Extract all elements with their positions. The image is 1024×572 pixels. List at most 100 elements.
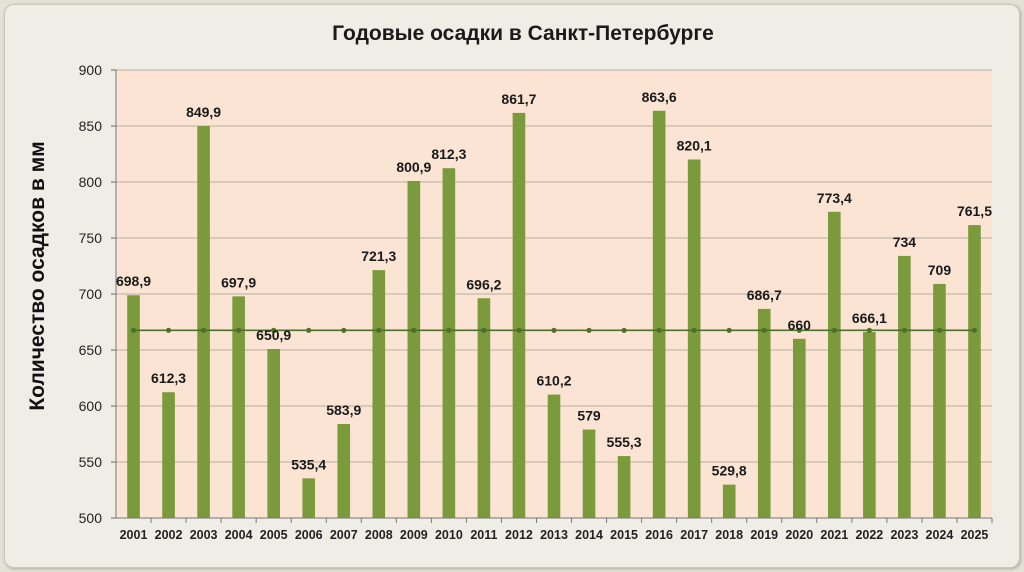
data-label: 863,6: [642, 89, 677, 105]
bar: [828, 211, 841, 519]
bar: [898, 255, 911, 519]
x-tick-label: 2011: [470, 528, 497, 542]
data-label: 696,2: [466, 276, 501, 292]
bar: [442, 168, 456, 518]
bar: [547, 394, 561, 518]
data-label: 555,3: [607, 434, 642, 450]
bar: [372, 270, 386, 518]
data-label: 686,7: [747, 287, 782, 303]
x-tick-label: 2014: [575, 528, 603, 542]
bar: [687, 159, 701, 518]
data-label: 529,8: [712, 463, 747, 479]
chart-title: Годовые осадки в Санкт-Петербурге: [332, 22, 714, 45]
average-marker: [411, 327, 417, 333]
data-label: 761,5: [957, 203, 992, 219]
data-label: 698,9: [116, 273, 151, 289]
x-tick-label: 2009: [400, 528, 428, 542]
average-marker: [901, 327, 908, 333]
x-tick-labels: 2001 2002 2003 2004 2005 2006 2007 2008 2009 2010…: [120, 528, 989, 542]
data-labels: 698,9 612,3 849,9 697,9 650,9 535,4 583,9 721,3…: [116, 89, 992, 479]
bar: [582, 429, 596, 518]
x-tick-label: 2016: [645, 528, 673, 542]
x-tick-label: 2004: [225, 528, 253, 542]
y-tick-label: 650: [79, 342, 103, 358]
bar: [302, 478, 316, 518]
bar: [617, 456, 631, 518]
data-label: 820,1: [677, 137, 712, 153]
bar: [968, 225, 981, 518]
average-marker: [621, 327, 627, 333]
data-label: 800,9: [396, 159, 431, 175]
average-marker: [551, 327, 557, 333]
bar: [162, 392, 175, 518]
x-tick-label: 2024: [926, 528, 954, 542]
data-label: 579: [577, 408, 601, 424]
average-marker: [726, 327, 732, 333]
average-marker: [201, 327, 207, 333]
average-line: [130, 327, 978, 333]
x-tick-label: 2002: [155, 528, 183, 542]
x-tick-label: 2025: [961, 528, 989, 542]
y-tick-label: 700: [79, 286, 103, 302]
x-tick-label: 2012: [505, 528, 533, 542]
bar: [863, 331, 876, 518]
y-tick-label: 600: [79, 398, 103, 414]
average-marker: [971, 327, 978, 333]
average-marker: [516, 327, 522, 333]
data-label: 612,3: [151, 370, 186, 386]
x-tick-label: 2005: [260, 528, 288, 542]
y-tick-label: 500: [79, 510, 103, 526]
x-tick-label: 2003: [190, 528, 218, 542]
data-label: 660: [788, 317, 812, 333]
x-tick-label: 2023: [890, 528, 918, 542]
data-label: 535,4: [291, 456, 326, 472]
x-tick-label: 2022: [855, 528, 883, 542]
x-tick-label: 2001: [120, 528, 148, 542]
x-tick-label: 2007: [330, 528, 358, 542]
average-marker: [271, 327, 277, 333]
average-marker: [586, 327, 592, 333]
x-tick-label: 2015: [610, 528, 638, 542]
y-tick-label: 850: [79, 118, 103, 134]
bar: [407, 180, 421, 518]
data-label: 650,9: [256, 327, 291, 343]
average-marker: [796, 327, 802, 333]
x-tick-label: 2018: [715, 528, 743, 542]
data-label: 610,2: [536, 373, 571, 389]
data-label: 709: [928, 262, 952, 278]
bar: [197, 126, 210, 518]
axes: [115, 70, 993, 523]
y-tick-label: 750: [79, 230, 103, 246]
bar: [757, 308, 771, 518]
y-tick-label: 550: [79, 454, 103, 470]
data-label: 721,3: [361, 248, 396, 264]
bars: [127, 110, 981, 519]
average-marker: [341, 327, 347, 333]
bar: [232, 296, 245, 518]
average-marker: [236, 327, 242, 333]
data-label: 583,9: [326, 402, 361, 418]
average-marker: [761, 327, 767, 333]
data-label: 734: [893, 234, 917, 250]
bar: [792, 338, 806, 518]
x-tick-label: 2010: [435, 528, 463, 542]
data-label: 812,3: [431, 146, 466, 162]
average-marker: [481, 327, 487, 333]
y-axis-label: Количество осадков в мм: [26, 141, 49, 410]
x-tick-label: 2006: [295, 528, 323, 542]
data-label: 666,1: [852, 310, 887, 326]
data-label: 849,9: [186, 104, 221, 120]
bar: [652, 110, 666, 518]
bar: [512, 112, 526, 518]
x-tick-label: 2019: [750, 528, 778, 542]
bar: [267, 348, 280, 518]
average-marker: [936, 327, 943, 333]
bar: [337, 424, 351, 518]
x-tick-label: 2020: [785, 528, 813, 542]
x-tick-label: 2017: [680, 528, 708, 542]
bar: [933, 283, 946, 518]
average-marker: [691, 327, 697, 333]
bar: [127, 295, 140, 518]
data-label: 697,9: [221, 274, 256, 290]
